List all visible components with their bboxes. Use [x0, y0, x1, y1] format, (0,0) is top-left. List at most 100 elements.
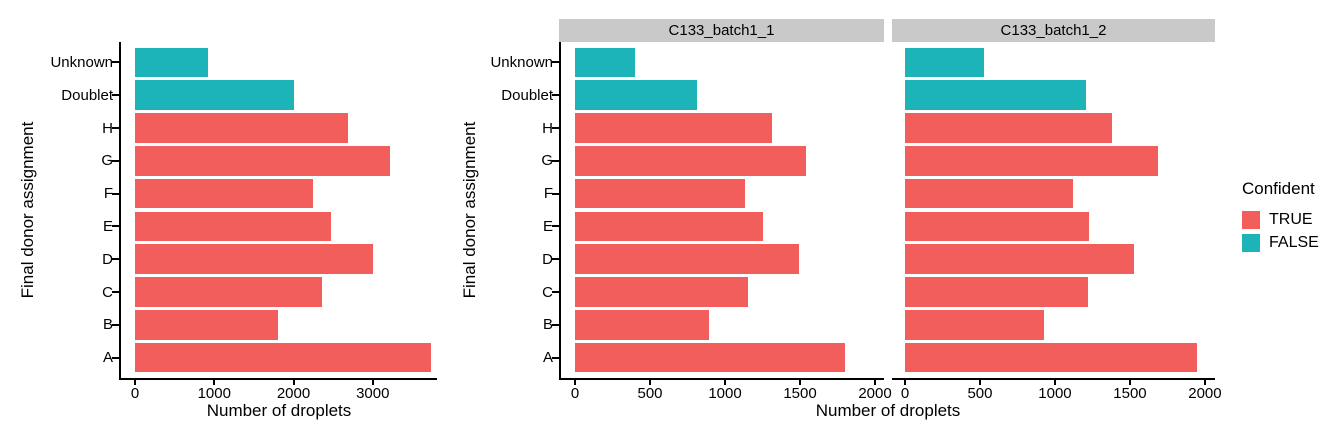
- y-category-label: F: [543, 185, 553, 203]
- x-tick-mark: [213, 380, 216, 385]
- bar-h: [135, 113, 349, 143]
- bar-f: [575, 178, 745, 209]
- x-tick-mark: [371, 380, 374, 385]
- x-tick-label: 0: [570, 385, 580, 402]
- y-category-label: B: [102, 316, 113, 334]
- x-tick-label: 3000: [356, 385, 390, 402]
- y-category-label: G: [101, 152, 113, 170]
- x-tick-mark: [134, 380, 136, 385]
- y-tick-mark: [552, 356, 559, 359]
- legend-swatch-true: [1242, 210, 1260, 229]
- x-tick-label: 1500: [1113, 385, 1147, 402]
- legend-swatch-false: [1242, 233, 1260, 252]
- y-tick-mark: [112, 323, 119, 326]
- x-tick-label: 500: [637, 385, 663, 402]
- y-category-label: E: [102, 217, 113, 235]
- bar-c: [135, 277, 323, 307]
- x-tick-mark: [1053, 380, 1056, 385]
- y-tick-mark: [552, 291, 559, 293]
- bar-doublet: [575, 80, 697, 110]
- x-tick-label: 0: [900, 385, 910, 402]
- y-category-label: G: [541, 152, 553, 170]
- legend-entry-true: TRUE: [1242, 208, 1319, 231]
- y-category-label: Doublet: [61, 86, 113, 104]
- y-category-label: E: [542, 217, 553, 235]
- x-tick-label: 1000: [708, 385, 742, 402]
- x-tick-label: 2000: [858, 385, 892, 402]
- x-tick-mark: [574, 380, 576, 385]
- bar-g: [905, 146, 1159, 176]
- bar-h: [905, 113, 1112, 143]
- bar-f: [905, 178, 1073, 209]
- bar-c: [575, 277, 748, 307]
- y-category-label: Doublet: [501, 86, 553, 104]
- x-tick-mark: [978, 380, 981, 385]
- bar-e: [905, 211, 1090, 242]
- facet-strip-2: C133_batch1_2: [892, 19, 1215, 42]
- y-category-label: B: [542, 316, 553, 334]
- x-tick-label: 2000: [1188, 385, 1222, 402]
- bar-b: [575, 310, 709, 340]
- left-y-axis-title: Final donor assignment: [18, 121, 37, 299]
- y-tick-mark: [552, 61, 559, 64]
- bar-unknown: [575, 47, 635, 78]
- x-tick-mark: [724, 380, 726, 385]
- y-category-label: Unknown: [50, 53, 113, 71]
- y-tick-mark: [552, 192, 559, 195]
- x-tick-mark: [799, 380, 801, 385]
- x-tick-mark: [904, 380, 906, 385]
- y-category-label: H: [102, 119, 113, 137]
- y-tick-mark: [112, 94, 119, 97]
- x-tick-mark: [292, 380, 295, 385]
- y-tick-mark: [552, 258, 559, 261]
- y-category-label: F: [103, 185, 113, 203]
- bar-h: [575, 113, 772, 143]
- facet-strip-1-label: C133_batch1_1: [668, 22, 775, 39]
- bar-a: [575, 342, 845, 373]
- y-tick-mark: [552, 323, 559, 326]
- bar-f: [135, 178, 314, 209]
- x-tick-label: 2000: [276, 385, 311, 402]
- x-tick-label: 1500: [783, 385, 817, 402]
- x-tick-label: 1000: [197, 385, 231, 402]
- y-tick-mark: [112, 127, 119, 129]
- y-category-label: C: [542, 283, 553, 301]
- legend-entry-false: FALSE: [1242, 231, 1319, 254]
- bar-b: [135, 310, 278, 340]
- legend-entries: TRUE FALSE: [1242, 208, 1319, 254]
- y-tick-mark: [552, 159, 559, 162]
- x-tick-mark: [649, 380, 651, 385]
- x-tick-mark: [1203, 380, 1206, 385]
- y-category-label: A: [102, 349, 113, 367]
- y-category-label: Unknown: [490, 53, 553, 71]
- legend: Confident TRUE FALSE: [1242, 179, 1319, 254]
- bar-unknown: [135, 47, 208, 78]
- bar-doublet: [135, 80, 295, 110]
- y-tick-mark: [112, 159, 119, 162]
- bar-e: [135, 211, 331, 242]
- x-tick-label: 500: [967, 385, 993, 402]
- facet-strip-2-label: C133_batch1_2: [1000, 22, 1107, 39]
- y-tick-mark: [552, 127, 559, 129]
- bar-d: [135, 244, 373, 274]
- bar-d: [575, 244, 799, 274]
- x-tick-label: 0: [130, 385, 140, 402]
- legend-label: FALSE: [1269, 233, 1319, 251]
- bar-e: [575, 211, 763, 242]
- legend-title: Confident: [1242, 179, 1315, 198]
- y-category-label: H: [542, 119, 553, 137]
- x-tick-mark: [874, 380, 876, 385]
- y-tick-mark: [552, 94, 559, 97]
- y-tick-mark: [112, 225, 119, 228]
- x-tick-label: 1000: [1038, 385, 1072, 402]
- y-category-label: C: [102, 283, 113, 301]
- y-category-label: D: [542, 250, 553, 268]
- bar-c: [905, 277, 1088, 307]
- y-tick-mark: [112, 192, 119, 195]
- y-tick-mark: [552, 225, 559, 228]
- facet-strip-1: C133_batch1_1: [559, 19, 884, 42]
- bar-a: [135, 342, 431, 373]
- bar-a: [905, 342, 1198, 373]
- facet-2-panel: [892, 42, 1215, 380]
- y-tick-mark: [112, 356, 119, 359]
